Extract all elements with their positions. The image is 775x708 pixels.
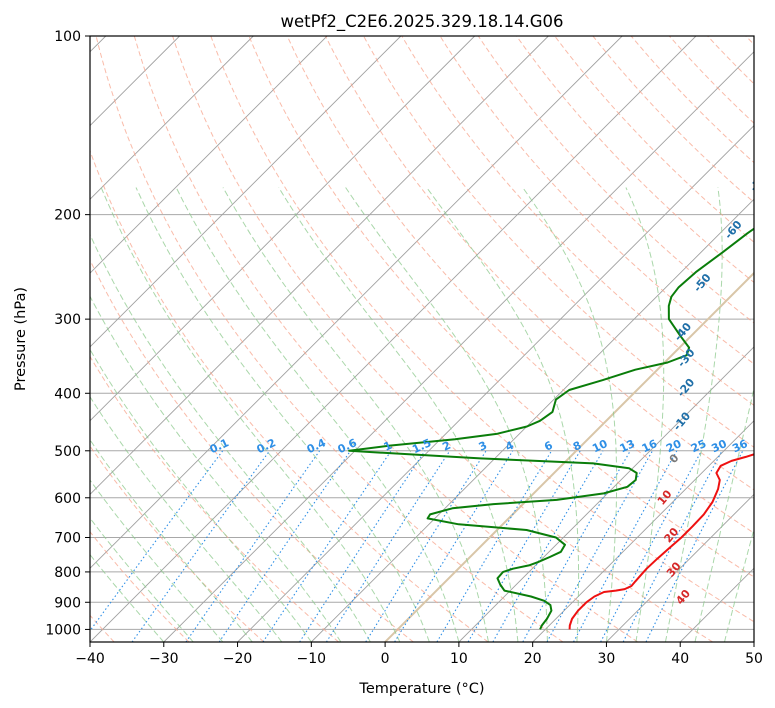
x-tick-label: 40 <box>671 651 689 667</box>
mixing-ratio-label: 20 <box>664 437 684 455</box>
mixing-ratio-line <box>394 450 514 642</box>
y-axis: 100 200 300 400 500 600 700 800 900 1000 <box>45 29 90 638</box>
x-axis: −40 −30 −20 −10 0 10 20 30 40 50 <box>75 642 763 667</box>
dry-adiabat-line <box>592 36 754 203</box>
moist-adiabat-line <box>100 187 401 642</box>
dry-adiabat-line <box>172 36 713 642</box>
dry-adiabat-line <box>554 36 754 243</box>
dry-adiabat-line <box>439 36 754 365</box>
mixing-ratio-label: 10 <box>590 437 610 455</box>
dry-adiabat-line <box>95 36 564 642</box>
plot-frame <box>89 35 755 643</box>
isotherm-line <box>90 36 402 348</box>
x-tick-label: 30 <box>598 651 616 667</box>
moist-adiabat-line <box>222 187 489 642</box>
y-tick-label: 200 <box>54 208 81 224</box>
moist-adiabat-line <box>90 553 165 642</box>
y-axis-title: Pressure (hPa) <box>13 287 29 391</box>
y-tick-label: 500 <box>54 444 81 460</box>
x-tick-label: 0 <box>381 651 390 667</box>
moist-adiabat-line <box>90 439 253 642</box>
isotherm-line <box>90 36 549 496</box>
moist-adiabat-line <box>90 395 283 642</box>
moist-adiabat-line <box>694 386 754 642</box>
background-lines <box>90 36 754 642</box>
x-tick-label: −10 <box>297 651 327 667</box>
dry-adiabat-line <box>133 36 639 642</box>
moist-adiabat-line <box>90 479 224 642</box>
mixing-ratio-line <box>185 450 321 642</box>
temperature-profile-line <box>568 453 754 630</box>
mixing-ratio-line <box>573 450 678 642</box>
dry-adiabat-line <box>401 36 754 406</box>
dewpoint-profile-line <box>348 227 754 630</box>
mixing-ratio-line <box>436 450 553 642</box>
mixing-ratio-label: 36 <box>730 437 750 455</box>
isotherm-line <box>90 36 623 569</box>
dry-adiabat-line <box>90 530 190 642</box>
x-tick-label: 20 <box>524 651 542 667</box>
x-tick-label: 50 <box>745 651 763 667</box>
moist-adiabat-line <box>724 527 754 642</box>
mixing-ratio-line <box>218 450 351 642</box>
moist-adiabat-line <box>426 187 580 642</box>
mixing-ratio-label: 16 <box>640 437 660 455</box>
x-tick-label: −40 <box>75 651 105 667</box>
x-tick-label: −30 <box>149 651 179 667</box>
moist-adiabat-line <box>522 187 618 642</box>
mixing-ratio-line <box>365 450 487 642</box>
x-tick-label: 10 <box>450 651 468 667</box>
y-tick-label: 1000 <box>45 622 81 638</box>
y-tick-label: 100 <box>54 29 81 45</box>
chart-title: wetPf2_C2E6.2025.329.18.14.G06 <box>280 12 563 32</box>
moist-adiabat-line <box>90 348 312 642</box>
dry-adiabat-line <box>210 36 754 623</box>
moist-adiabat-line <box>135 187 430 642</box>
y-tick-label: 700 <box>54 531 81 547</box>
moist-adiabat-line <box>90 295 342 642</box>
mixing-ratio-line <box>325 450 451 642</box>
y-tick-label: 900 <box>54 595 81 611</box>
y-tick-label: 800 <box>54 565 81 581</box>
mixing-ratio-line <box>492 450 604 642</box>
dry-adiabat-line <box>324 36 754 491</box>
isotherm-line <box>90 36 697 642</box>
dry-adiabat-line <box>363 36 754 448</box>
moist-adiabat-line <box>345 187 548 642</box>
isotherm-line <box>90 36 254 200</box>
dry-adiabat-label: -70 <box>747 170 770 194</box>
y-tick-label: 400 <box>54 386 81 402</box>
mixing-ratio-label: 25 <box>689 437 708 455</box>
isotherm-line <box>90 36 476 422</box>
y-tick-label: 300 <box>54 312 81 328</box>
profiles <box>348 227 754 630</box>
mixing-ratio-line <box>131 450 271 642</box>
dry-adiabat-line <box>630 36 754 164</box>
y-tick-label: 600 <box>54 491 81 507</box>
x-tick-label: −20 <box>223 651 253 667</box>
moist-adiabat-line <box>90 517 194 642</box>
mixing-ratio-line <box>467 450 581 642</box>
mixing-ratio-label: 13 <box>618 437 637 455</box>
x-axis-title: Temperature (°C) <box>358 681 484 697</box>
moist-adiabat-line <box>665 187 723 642</box>
isotherm-line <box>606 493 754 642</box>
moist-adiabat-line <box>625 187 665 642</box>
dry-adiabat-line <box>477 36 754 324</box>
mixing-ratio-label: 30 <box>709 437 729 455</box>
mixing-ratio-line <box>522 450 631 642</box>
moist-adiabat-line <box>175 187 460 642</box>
moist-adiabat-line <box>278 187 519 642</box>
mixing-ratio-line <box>546 450 653 642</box>
isotherm-line <box>90 36 328 274</box>
isotherm-line <box>384 271 754 642</box>
isotherm-line <box>532 420 754 642</box>
dry-adiabat-line <box>90 259 414 642</box>
